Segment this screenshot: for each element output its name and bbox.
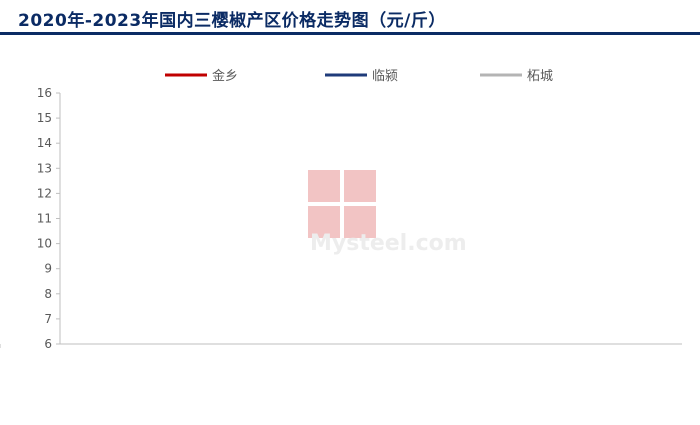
mysteel-watermark: Mysteel.com	[308, 170, 467, 256]
title-underline	[0, 32, 700, 35]
y-tick-label: 13	[37, 161, 52, 175]
y-tick-label: 8	[44, 287, 52, 301]
y-tick-label: 10	[37, 237, 52, 251]
y-tick-label: 11	[37, 212, 52, 226]
legend: 金乡 临颍 柘城	[165, 68, 553, 84]
legend-label-1: 金乡	[212, 68, 238, 84]
watermark-block-3	[308, 206, 340, 238]
legend-label-3: 柘城	[527, 69, 553, 84]
y-tick-label: 16	[37, 86, 52, 100]
page-title: 2020年-2023年国内三樱椒产区价格走势图（元/斤）	[18, 11, 446, 31]
watermark-block-4	[344, 206, 376, 238]
watermark-text: Mysteel.com	[310, 231, 467, 256]
y-tick-label: 12	[37, 186, 52, 200]
y-tick-label: 9	[44, 262, 52, 276]
watermark-block-2	[344, 170, 376, 202]
y-tick-label: 6	[44, 337, 52, 351]
axes: 6789101112131415162020/4/302020/6/302020…	[0, 86, 682, 351]
watermark-block-1	[308, 170, 340, 202]
y-tick-label: 15	[37, 111, 52, 125]
y-tick-label: 14	[37, 136, 52, 150]
legend-label-2: 临颍	[372, 69, 398, 84]
y-tick-label: 7	[44, 312, 52, 326]
